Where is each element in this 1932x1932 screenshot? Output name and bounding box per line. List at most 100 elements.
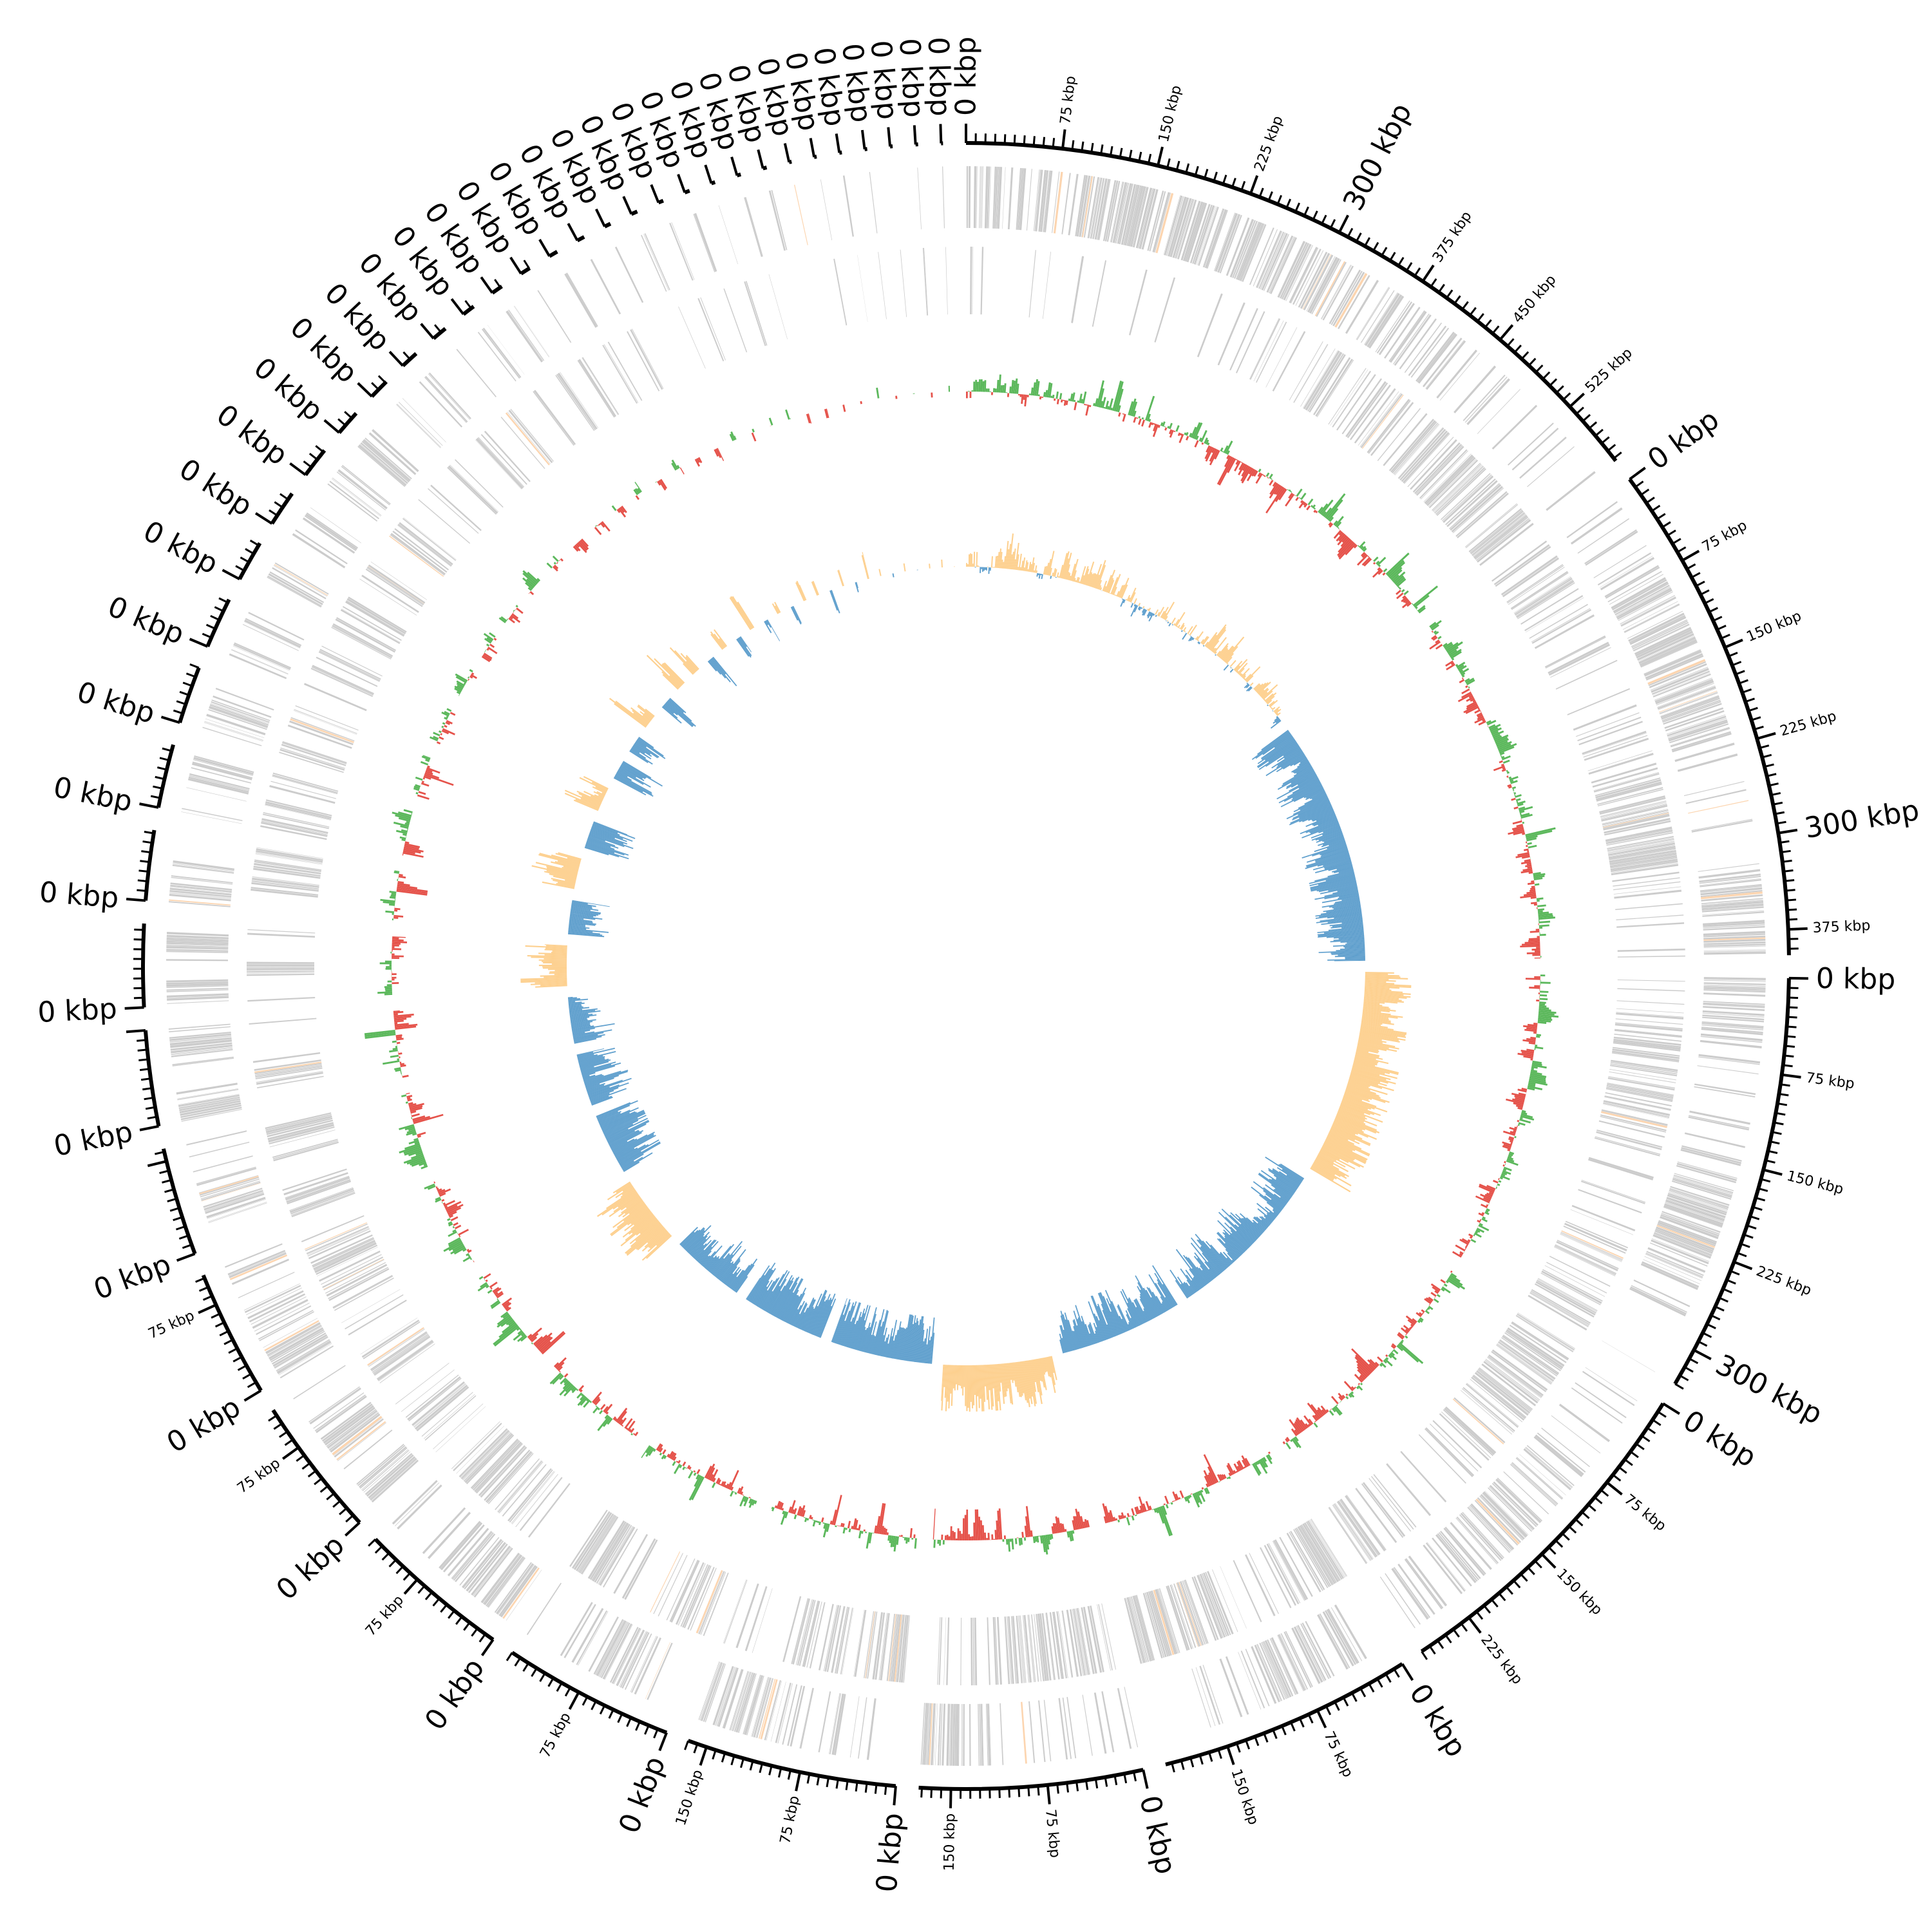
cds-reverse (331, 627, 392, 660)
gc-skew-bar (688, 1470, 694, 1479)
cds-reverse (460, 1430, 509, 1479)
gc-skew-bar (996, 1520, 999, 1540)
cds-forward (966, 166, 969, 228)
cds-forward (732, 1671, 751, 1731)
gc-content-bar (1313, 1162, 1336, 1176)
gc-skew-bar (581, 1393, 584, 1397)
cds-forward (1062, 1697, 1072, 1759)
cds-forward (1643, 649, 1701, 674)
cds-forward (1665, 1199, 1725, 1220)
gc-skew-bar (1021, 394, 1024, 404)
cds-forward (1653, 673, 1711, 697)
cds-reverse (1582, 730, 1647, 755)
cds-reverse (317, 1247, 378, 1276)
cds-reverse (484, 1449, 531, 1501)
cds-forward (1630, 1286, 1687, 1315)
gc-skew-bar (1412, 585, 1438, 607)
cds-forward (1632, 621, 1689, 650)
cds-forward (1426, 1542, 1466, 1591)
gc-content-bar (1275, 719, 1281, 724)
gc-skew-bar (1465, 677, 1475, 684)
gc-skew-bar (1025, 1506, 1031, 1537)
gc-content-bar (905, 1316, 914, 1361)
gc-content-bar (1013, 559, 1016, 570)
gc-content-bar (700, 1255, 709, 1265)
cds-forward (1689, 1115, 1750, 1129)
gc-skew-bar (1103, 1516, 1108, 1524)
cds-reverse (992, 1617, 998, 1685)
cds-reverse (1309, 1519, 1345, 1578)
cds-forward (1269, 1638, 1296, 1695)
cds-reverse (1615, 1023, 1683, 1032)
cds-reverse (945, 247, 948, 315)
cds-reverse (256, 1071, 323, 1083)
gc-skew-bar (1308, 1418, 1314, 1425)
gc-skew-bar (1390, 1345, 1396, 1349)
gc-content-bar (1029, 564, 1032, 573)
gc-content-bar (834, 1299, 851, 1343)
gc-skew-bar (696, 1469, 701, 1475)
cds-forward (560, 1602, 593, 1656)
cds-forward (1683, 781, 1745, 797)
gc-content-bar (1235, 659, 1248, 672)
gc-skew-bar (672, 1461, 676, 1466)
gc-skew-bar (1175, 1493, 1179, 1501)
gc-content-bar (884, 1343, 889, 1358)
cds-forward (514, 305, 549, 357)
gc-content-bar (928, 1336, 933, 1364)
gc-content-bar (520, 978, 567, 981)
gc-skew-bar (973, 381, 976, 392)
cds-reverse (1475, 517, 1529, 560)
cds-forward (1214, 213, 1236, 271)
gc-content-bar (1326, 934, 1365, 938)
gc-skew-bar (1408, 1327, 1412, 1331)
gc-content-bar (729, 1269, 744, 1289)
gc-content-bar (1267, 1168, 1298, 1189)
gc-skew-bar (1039, 396, 1042, 400)
gc-skew-bar (402, 850, 415, 855)
gc-skew-bar (1050, 1533, 1054, 1539)
cds-forward (777, 1683, 793, 1744)
cds-forward (1303, 254, 1334, 310)
gc-skew-bar (409, 1103, 424, 1109)
gc-content-bar (897, 1327, 904, 1360)
cds-forward (1117, 183, 1132, 244)
gc-skew-bar (847, 1520, 851, 1529)
cds-forward (1688, 1116, 1749, 1131)
cds-reverse (1435, 467, 1486, 515)
cds-reverse (971, 1617, 973, 1685)
cds-forward (1493, 1481, 1539, 1526)
cds-reverse (453, 1423, 502, 1472)
cds-reverse (676, 1562, 705, 1625)
gc-skew-bar (529, 591, 535, 596)
gc-content-bar (1246, 675, 1254, 683)
gc-content-bar (626, 1224, 663, 1256)
gc-content-bar (683, 1227, 705, 1249)
gc-skew-bar (1497, 741, 1512, 749)
gc-content-bar (1088, 1301, 1104, 1341)
gc-content-bar (1201, 636, 1208, 645)
cds-forward (1038, 169, 1047, 232)
cds-forward (1307, 256, 1338, 313)
cds-reverse (1561, 1230, 1624, 1259)
cds-forward (1285, 245, 1313, 301)
gc-content-bar (622, 1152, 653, 1171)
gc-content-bar (1195, 1233, 1226, 1270)
gc-content-bar (1077, 1318, 1087, 1347)
gc-content-bar (1085, 562, 1095, 586)
gc-skew-bar (1394, 575, 1405, 585)
gc-content-bar (1046, 1356, 1056, 1394)
gc-skew-bar (616, 509, 621, 513)
gc-content-bar (988, 567, 990, 574)
gc-content-bar (1327, 869, 1354, 878)
cds-reverse (1478, 1368, 1532, 1411)
gc-content-bar (1030, 1359, 1037, 1392)
gc-content-bar (1253, 683, 1260, 690)
cds-reverse (488, 1453, 534, 1504)
gc-skew-bar (394, 1023, 409, 1027)
gc-content-bar (1219, 647, 1228, 658)
gc-content-bar (1182, 1255, 1207, 1286)
cds-reverse (987, 1617, 990, 1685)
gc-skew-bar (459, 1235, 461, 1238)
cds-reverse (311, 666, 374, 696)
